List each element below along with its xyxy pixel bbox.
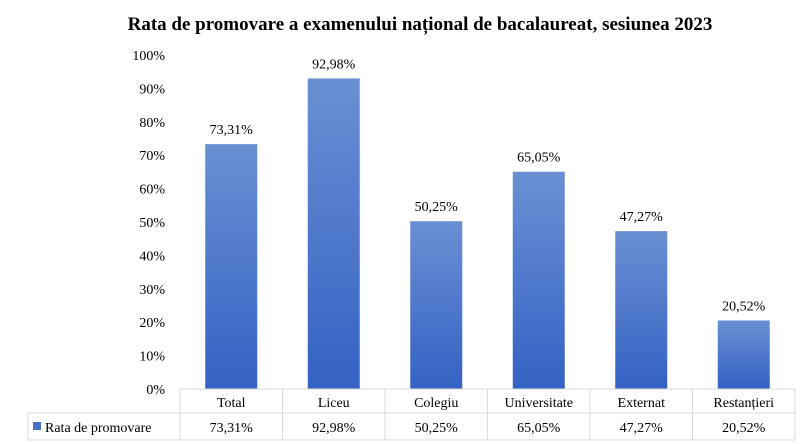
y-tick-label: 0% bbox=[146, 383, 165, 398]
x-category-label: Liceu bbox=[318, 396, 350, 411]
table-value-cell: 92,98% bbox=[312, 421, 356, 436]
bar-data-label: 92,98% bbox=[312, 57, 356, 72]
table-value-cell: 73,31% bbox=[210, 421, 254, 436]
y-tick-label: 30% bbox=[139, 283, 165, 298]
y-tick-label: 100% bbox=[132, 49, 165, 64]
bar bbox=[307, 78, 360, 389]
x-category-label: Universitate bbox=[505, 396, 573, 411]
bar-data-label: 50,25% bbox=[415, 200, 459, 215]
chart-title: Rata de promovare a examenului național … bbox=[128, 14, 713, 35]
data-labels: 73,31% 92,98% 50,25% 65,05% 47,27% 20,52% bbox=[210, 57, 766, 314]
legend-key bbox=[33, 422, 41, 430]
x-category-label: Restanțieri bbox=[713, 396, 774, 411]
y-axis: 0% 10% 20% 30% 40% 50% 60% 70% 80% 90% 100% bbox=[132, 49, 165, 398]
table-value-cell: 20,52% bbox=[722, 421, 766, 436]
y-tick-label: 90% bbox=[139, 82, 165, 97]
table-value-cell: 65,05% bbox=[517, 421, 561, 436]
legend-series-name: Rata de promovare bbox=[45, 421, 152, 436]
bar-data-label: 65,05% bbox=[517, 151, 561, 166]
bar bbox=[615, 231, 668, 389]
bar-data-label: 20,52% bbox=[722, 299, 766, 314]
bars bbox=[205, 78, 770, 389]
bar bbox=[205, 144, 258, 389]
y-tick-label: 10% bbox=[139, 350, 165, 365]
x-category-label: Colegiu bbox=[414, 396, 458, 411]
x-category-label: Total bbox=[217, 396, 246, 411]
bar-data-label: 47,27% bbox=[620, 210, 664, 225]
data-table: Total 73,31% Liceu 92,98% Colegiu 50,25% Unive… bbox=[27, 388, 796, 441]
y-tick-label: 40% bbox=[139, 249, 165, 264]
y-tick-label: 60% bbox=[139, 183, 165, 198]
y-tick-label: 80% bbox=[139, 116, 165, 131]
bar bbox=[512, 171, 565, 389]
table-value-cell: 47,27% bbox=[620, 421, 664, 436]
y-tick-label: 70% bbox=[139, 149, 165, 164]
y-tick-label: 20% bbox=[139, 316, 165, 331]
y-tick-label: 50% bbox=[139, 216, 165, 231]
x-category-label: Externat bbox=[618, 396, 666, 411]
bar bbox=[717, 320, 770, 389]
bar-data-label: 73,31% bbox=[210, 123, 254, 138]
bar bbox=[410, 221, 463, 389]
table-value-cell: 50,25% bbox=[415, 421, 459, 436]
